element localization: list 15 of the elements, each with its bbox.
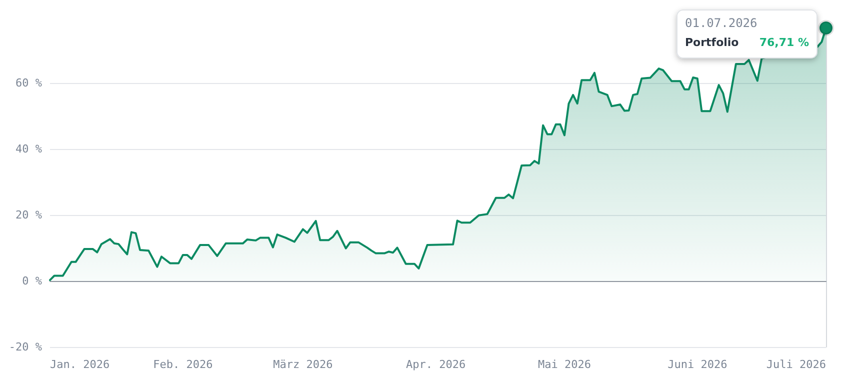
annotation: 01.07.2026 (685, 16, 758, 30)
y-tick-label: -20 % (8, 340, 42, 354)
x-tick-label: März 2026 (273, 358, 333, 371)
x-tick-label: Juli 2026 (766, 358, 826, 371)
x-tick-label: Mai 2026 (538, 358, 591, 371)
series-label: Portfolio (685, 36, 740, 49)
x-tick-label: Jan. 2026 (50, 358, 110, 371)
y-tick-label: 20 % (16, 208, 42, 222)
y-tick-label: 40 % (16, 142, 42, 156)
y-tick-label: 0 % (22, 274, 42, 288)
data-label: 76,71 % (759, 36, 809, 49)
x-tick-label: Feb. 2026 (153, 358, 213, 371)
x-tick-label: Juni 2026 (668, 358, 728, 371)
x-tick-label: Apr. 2026 (406, 358, 466, 371)
y-tick-label: 60 % (16, 76, 42, 90)
